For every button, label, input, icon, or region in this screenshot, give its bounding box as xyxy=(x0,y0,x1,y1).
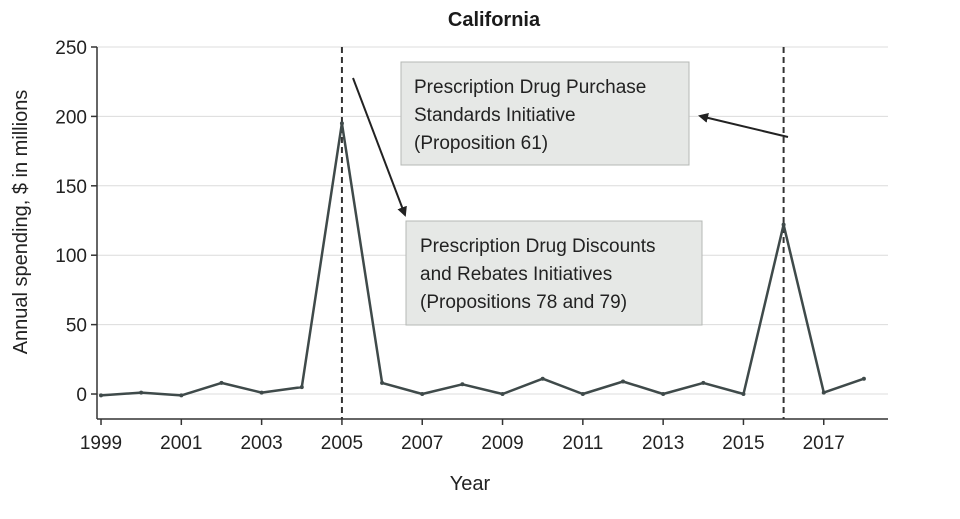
x-tick-label: 1999 xyxy=(80,433,122,454)
x-tick-label: 2003 xyxy=(240,433,282,454)
data-point xyxy=(219,380,224,385)
event-lines xyxy=(340,47,785,419)
data-point xyxy=(259,390,264,395)
data-point xyxy=(139,390,144,395)
annotation-1: Prescription Drug Discounts and Rebates I… xyxy=(352,77,703,326)
data-point xyxy=(299,385,304,390)
data-point xyxy=(781,222,786,227)
x-tick-label: 2015 xyxy=(722,433,764,454)
y-tick-label: 150 xyxy=(55,177,87,198)
data-point xyxy=(701,380,706,385)
x-tick-label: 2009 xyxy=(481,433,523,454)
chart-title: California xyxy=(448,9,541,31)
series-line xyxy=(100,122,865,397)
data-point xyxy=(580,392,585,397)
y-ticks: 0 50 100 150 200 250 xyxy=(55,38,97,406)
x-ticks: 1999 2001 2003 2005 2007 2009 2011 2013 2015 2017 xyxy=(80,419,845,454)
x-tick-label: 2013 xyxy=(642,433,684,454)
annotation-arrow xyxy=(698,112,789,138)
annotation-text: (Propositions 78 and 79) xyxy=(420,292,627,313)
annotation-text: and Rebates Initiatives xyxy=(420,264,612,285)
y-axis-label: Annual spending, $ in millions xyxy=(10,90,32,355)
x-tick-label: 2017 xyxy=(803,433,845,454)
data-point xyxy=(821,390,826,395)
data-point xyxy=(179,393,184,398)
data-point xyxy=(620,379,625,384)
annotation-text: Prescription Drug Purchase xyxy=(414,77,646,98)
y-tick-label: 250 xyxy=(55,38,87,59)
data-point xyxy=(661,392,666,397)
series-points xyxy=(99,121,866,398)
y-tick-label: 200 xyxy=(55,107,87,128)
y-tick-label: 0 xyxy=(76,385,87,406)
annotation-arrow xyxy=(352,77,407,217)
x-tick-label: 2001 xyxy=(160,433,202,454)
data-point xyxy=(99,393,104,398)
annotation-box xyxy=(405,220,703,326)
y-tick-label: 100 xyxy=(55,246,87,267)
data-point xyxy=(500,392,505,397)
data-point xyxy=(420,392,425,397)
data-point xyxy=(861,376,866,381)
annotation-box xyxy=(400,61,690,166)
data-point xyxy=(540,376,545,381)
x-tick-label: 2007 xyxy=(401,433,443,454)
annotation-0: Prescription Drug Purchase Standards Init… xyxy=(400,61,789,166)
x-axis-label: Year xyxy=(450,473,491,495)
x-tick-label: 2011 xyxy=(562,433,603,454)
data-point xyxy=(741,392,746,397)
y-tick-label: 50 xyxy=(66,316,87,337)
annotation-text: Standards Initiative xyxy=(414,105,576,126)
annotation-text: (Proposition 61) xyxy=(414,133,548,154)
data-point xyxy=(460,382,465,387)
annotation-text: Prescription Drug Discounts xyxy=(420,236,655,257)
data-point xyxy=(339,121,344,126)
x-tick-label: 2005 xyxy=(321,433,363,454)
data-point xyxy=(380,380,385,385)
annotations: Prescription Drug Purchase Standards Init… xyxy=(352,61,789,326)
